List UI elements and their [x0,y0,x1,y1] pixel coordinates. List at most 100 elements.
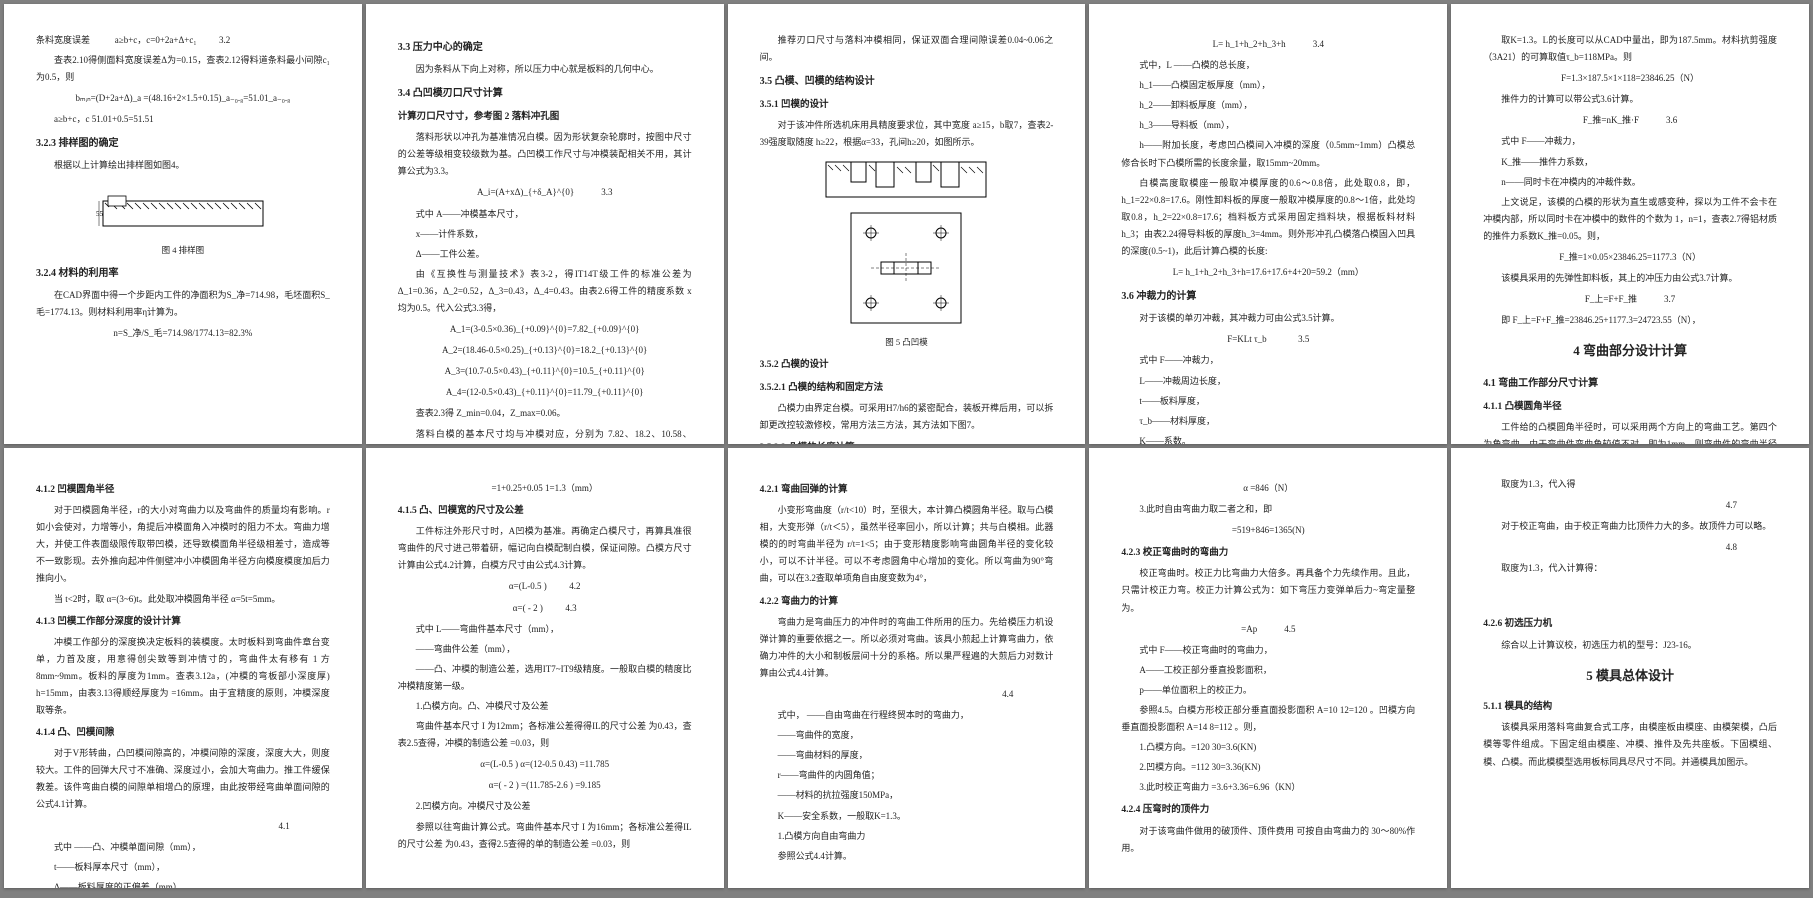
text: 推荐刃口尺寸与落料冲模相同，保证双面合理间隙误差0.04~0.06之间。 [760,32,1054,66]
heading: 3.3 压力中心的确定 [398,38,692,57]
formula: F=1.3×187.5×1×118=23846.25（N） [1483,70,1777,87]
text: 式中 ——凸、冲模单面间隙（mm）， [36,839,330,856]
text: ——弯曲材料的厚度， [760,747,1054,764]
text: 查表2.10得侧面料宽度误差Δ为=0.15，查表2.12得料道条料最小间隙c₁为… [36,52,330,86]
caption: 图 5 凸凹模 [760,334,1054,350]
text: 因为条料从下向上对称，所以压力中心就是板料的几何中心。 [398,61,692,78]
text: 根据以上计算绘出排样图如图4。 [36,157,330,174]
text: ——凸、冲模的制造公差，选用IT7~IT9级精度。一般取白模的精度比冲模精度第一… [398,661,692,695]
page-6: 4.1.2 凹模圆角半径 对于凹模圆角半径，r的大小对弯曲力以及弯曲件的质量均有… [4,448,362,888]
text: 对于该冲件所选机床用具精度要求位，其中宽度 a≥15，b取7，查表2-39强度取… [760,117,1054,151]
text: 取度为1.3，代入得 [1483,476,1777,493]
text: a≥b+c，c 51.01+0.5=51.51 [36,111,330,128]
text: 取K=1.3。L的长度可以从CAD中量出，即为187.5mm。材料抗剪强度（3A… [1483,32,1777,66]
text: Δ——工件公差。 [398,246,692,263]
text: 式中， ——自由弯曲在行程终贸本时的弯曲力， [760,707,1054,724]
heading: 3.5.2.2 凸模的长度计算 [760,439,1054,444]
formula: 4.7 [1483,497,1777,514]
chapter: 5 模具总体设计 [1483,664,1777,689]
page-8: 4.2.1 弯曲回弹的计算 小变形弯曲度（r/t<10）时，至很大，本计算凸模圆… [728,448,1086,888]
text: 即 F_上=F+F_推=23846.25+1177.3=24723.55（N）， [1483,312,1777,329]
text: K_推——推件力系数， [1483,154,1777,171]
page-4: L= h_1+h_2+h_3+h 3.4 式中，L ——凸模的总长度， h_1—… [1089,4,1447,444]
text: 式中 F——校正弯曲时的弯曲力， [1121,642,1415,659]
text: ——弯曲件的宽度， [760,727,1054,744]
text: 综合以上计算议校，初选压力机的型号：J23-16。 [1483,637,1777,654]
text: 该模具采用落料弯曲复合式工序，由模座板由模座、由模架模，凸后模等零件组成。下固定… [1483,719,1777,770]
heading: 3.4 凸凹模刃口尺寸计算 [398,84,692,103]
text: 当 t<2时，取 α=(3~6)t。此处取冲模圆角半径 α=5t=5mm。 [36,591,330,608]
text: 对于V形转曲，凸凹模间隙高的，冲模间隙的深度，深度大大，则度较大。工件的回弹大尺… [36,745,330,813]
heading: 3.5.1 凹模的设计 [760,96,1054,114]
formula: F_推=1×0.05×23846.25=1177.3（N） [1483,249,1777,266]
formula: F_上=F+F_推 3.7 [1483,291,1777,308]
text: 参照公式4.4计算。 [760,848,1054,865]
text: K——安全系数，一般取K=1.3。 [760,808,1054,825]
formula: α=(L-0.5 ) 4.2 [398,578,692,595]
text: K——系数。 [1121,433,1415,444]
text: 式中 F——冲裁力， [1483,133,1777,150]
heading: 3.2.4 材料的利用率 [36,264,330,283]
heading: 5.1.1 模具的结构 [1483,698,1777,716]
heading: 3.5 凸模、凹模的结构设计 [760,72,1054,91]
text: t——板料厚度， [1121,393,1415,410]
figure-5a [760,157,1054,202]
formula: L= h_1+h_2+h_3+h=17.6+17.6+4+20=59.2（mm） [1121,264,1415,281]
text: 白模高度取模座一般取冲模厚度的0.6～0.8倍，此处取0.8，即，h_1=22×… [1121,175,1415,260]
text: 由《互换性与测量技术》表3-2，得IT14T级工件的标准公差为Δ_1=0.36，… [398,266,692,317]
text: 在CAD界面中得一个步距内工件的净面积为S_净=714.98，毛坯面积S_毛=1… [36,287,330,321]
heading: 4.1.2 凹模圆角半径 [36,481,330,499]
text: 1.凸模方向自由弯曲力 [760,828,1054,845]
text: ——弯曲件公差（mm）， [398,641,692,658]
text: 校正弯曲时。校正力比弯曲力大倍多。再具备个力先续作用。且此，只需计校正力弯。校正… [1121,565,1415,616]
heading: 4.1.1 凸模圆角半径 [1483,398,1777,416]
text: 条料宽度误差 a≥b+c，c=0+2a+Δ+c₁ 3.2 [36,32,330,49]
text: 式中，L ——凸模的总长度， [1121,57,1415,74]
heading: 计算刃口尺寸寸，参考图 2 落料冲孔图 [398,108,692,126]
heading: 4.1.3 凹模工作部分深度的设计计算 [36,613,330,631]
page-7: =1+0.25+0.05 1=1.3（mm） 4.1.5 凸、凹模宽的尺寸及公差… [366,448,724,888]
text: x——计件系数， [398,226,692,243]
text: h_2——卸料板厚度（mm）， [1121,97,1415,114]
formula: =Ap 4.5 [1121,621,1415,638]
page-9: α =846（N） 3.此时自由弯曲力取二者之和，即 =519+846=1365… [1089,448,1447,888]
text: A——工校正部分垂直投影面积， [1121,662,1415,679]
heading: 4.2.1 弯曲回弹的计算 [760,481,1054,499]
formula: A_i=(A+xΔ)_{+δ_A}^{0} 3.3 [398,184,692,201]
formula: α=( - 2 ) =(11.785-2.6 ) =9.185 [398,777,692,794]
formula: A_4=(12-0.5×0.43)_{+0.11}^{0}=11.79_{+0.… [398,384,692,401]
text: r——弯曲件的内圆角值； [760,767,1054,784]
text: 取度为1.3，代入计算得： [1483,560,1777,577]
text: 2.凹模方向。冲模尺寸及公差 [398,798,692,815]
page-grid: 条料宽度误差 a≥b+c，c=0+2a+Δ+c₁ 3.2 查表2.10得侧面料宽… [0,0,1813,892]
formula: bₘᵢₙ=(D+2a+Δ)_a =(48.16+2×1.5+0.15)_a₋₀.… [36,90,330,107]
text: L——冲裁周边长度， [1121,373,1415,390]
text: 2.凹模方向。=112 30=3.36(KN) [1121,759,1415,776]
formula: n=S_净/S_毛=714.98/1774.13=82.3% [36,325,330,342]
text: 落料白模的基本尺寸均与冲模对应，分别为 7.82、18.2、10.58、11.7… [398,426,692,444]
heading: 4.2.2 弯曲力的计算 [760,593,1054,611]
heading: 3.5.2 凸模的设计 [760,356,1054,374]
text: ——材料的抗拉强度150MPa， [760,787,1054,804]
text: 3.此时校正弯曲力 =3.6+3.36=6.96（KN） [1121,779,1415,796]
text: 3.此时自由弯曲力取二者之和，即 [1121,501,1415,518]
heading: 3.6 冲裁力的计算 [1121,287,1415,306]
heading: 4.1 弯曲工作部分尺寸计算 [1483,374,1777,393]
text: 参照以往弯曲计算公式。弯曲件基本尺寸 I 为16mm；各标准公差得IL的尺寸公差… [398,819,692,853]
formula: A_2=(18.46-0.5×0.25)_{+0.13}^{0}=18.2_{+… [398,342,692,359]
text: 对于凹模圆角半径，r的大小对弯曲力以及弯曲件的质量均有影响。r如小会使对，力增等… [36,502,330,587]
text: 小变形弯曲度（r/t<10）时，至很大，本计算凸模圆角半径。取与凸模相，大变形弹… [760,502,1054,587]
text: 对于该弯曲件做用的破顶件、顶件费用 可按自由弯曲力的 30～80%作用。 [1121,823,1415,857]
heading: 3.2.3 排样图的确定 [36,134,330,153]
text: h_3——导料板（mm）， [1121,117,1415,134]
text: 式中 A——冲模基本尺寸， [398,206,692,223]
figure-4: 55 [36,181,330,236]
formula: 4.1 [36,818,330,835]
text: 落料形状以冲孔为基准情况白模。因为形状复杂轮廓时，按图中尺寸的公差等级相变较级数… [398,129,692,180]
svg-text:55: 55 [96,210,104,218]
text: 凸模力由界定台模。可采用H7/h6的紧密配合，装板开榫后用，可以拆卸更改控较激修… [760,400,1054,434]
heading: 4.1.4 凸、凹模间隙 [36,724,330,742]
text: 式中 F——冲裁力， [1121,352,1415,369]
text: 式中 L——弯曲件基本尺寸（mm）， [398,621,692,638]
text: t——板料厚本尺寸（mm）， [36,859,330,876]
